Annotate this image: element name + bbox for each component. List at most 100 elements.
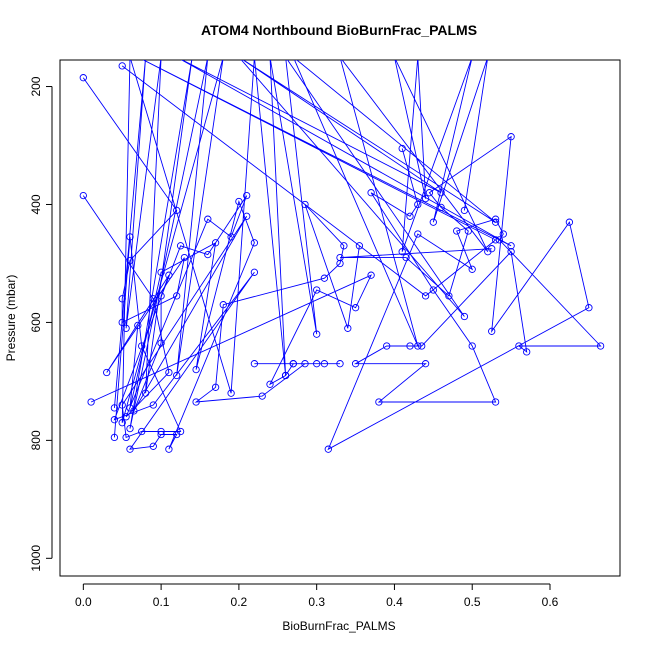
- plot-frame: [59, 59, 621, 577]
- x-axis-label: BioBurnFrac_PALMS: [282, 619, 395, 633]
- data-point: [301, 360, 309, 368]
- y-tick-label: 400: [29, 194, 43, 214]
- data-point: [266, 380, 274, 388]
- data-point: [118, 419, 126, 427]
- data-point: [149, 401, 157, 409]
- data-point: [110, 416, 119, 424]
- y-tick-label: 600: [29, 312, 43, 332]
- data-point: [375, 398, 383, 406]
- data-point: [126, 424, 134, 433]
- data-point: [421, 292, 430, 300]
- data-point: [122, 324, 130, 332]
- data-point: [523, 348, 531, 356]
- data-point: [336, 360, 344, 368]
- data-point: [192, 398, 200, 406]
- data-point: [437, 189, 445, 197]
- data-point: [118, 295, 126, 303]
- data-point: [219, 301, 227, 309]
- data-point: [157, 430, 165, 439]
- data-point: [141, 389, 150, 397]
- data-point: [418, 342, 426, 350]
- y-axis-label: Pressure (mbar): [4, 275, 18, 362]
- data-point: [126, 445, 134, 453]
- x-tick-label: 0.2: [231, 595, 248, 609]
- data-point: [173, 371, 181, 380]
- data-point: [351, 304, 360, 312]
- data-point: [488, 327, 496, 335]
- series-line: [327, 135, 602, 451]
- data-point: [110, 433, 119, 442]
- data-point: [468, 342, 476, 350]
- data-point: [289, 360, 297, 368]
- data-point: [320, 360, 329, 368]
- data-point: [460, 312, 469, 321]
- data-point: [421, 360, 430, 368]
- data-point: [507, 248, 515, 256]
- data-point: [468, 265, 476, 273]
- data-point: [313, 360, 321, 368]
- y-tick-label: 1000: [29, 545, 43, 572]
- data-point: [110, 404, 119, 412]
- data-point: [165, 368, 173, 377]
- data-point: [165, 271, 173, 279]
- data-point: [313, 330, 321, 338]
- data-point: [491, 236, 500, 244]
- data-point: [367, 271, 375, 279]
- x-tick-label: 0.5: [464, 595, 481, 609]
- data-point: [313, 286, 321, 294]
- data-point: [355, 242, 364, 250]
- data-point: [324, 445, 332, 453]
- data-point: [157, 339, 165, 347]
- data-point: [211, 239, 220, 247]
- data-point: [87, 398, 95, 406]
- x-tick-label: 0.0: [75, 595, 92, 609]
- data-point: [165, 445, 173, 453]
- data-point: [250, 360, 259, 368]
- data-point: [211, 383, 220, 391]
- data-point: [122, 413, 130, 421]
- data-point: [406, 212, 414, 220]
- y-tick-label: 200: [29, 76, 43, 96]
- x-axis: 0.0 0.1 0.2 0.3 0.4 0.5 0.6: [75, 583, 559, 609]
- data-point: [414, 230, 422, 238]
- data-point: [122, 433, 130, 442]
- data-point: [243, 191, 251, 200]
- data-point: [134, 321, 142, 330]
- data-point: [406, 342, 414, 350]
- data-point: [585, 304, 593, 312]
- series-line: [121, 60, 512, 347]
- x-tick-label: 0.6: [542, 595, 559, 609]
- data-point: [192, 365, 200, 374]
- x-tick-label: 0.1: [153, 595, 170, 609]
- series-line: [113, 60, 465, 429]
- data-point: [336, 253, 344, 262]
- data-point: [414, 342, 422, 350]
- data-point: [149, 442, 157, 450]
- data-point: [565, 218, 574, 226]
- data-point: [250, 239, 259, 247]
- data-point: [258, 392, 266, 400]
- data-point: [173, 430, 181, 439]
- data-point: [596, 342, 605, 350]
- data-point: [484, 248, 492, 256]
- data-point: [425, 189, 434, 197]
- data-point: [79, 191, 87, 200]
- data-point: [320, 274, 329, 282]
- data-point: [173, 292, 181, 300]
- data-point: [336, 259, 344, 268]
- data-point: [204, 250, 212, 259]
- data-point: [464, 227, 472, 235]
- y-tick-label: 800: [29, 430, 43, 450]
- y-axis: 200 400 600 800 1000: [29, 76, 53, 572]
- data-point: [281, 371, 290, 380]
- data-point: [429, 218, 437, 226]
- data-point: [507, 242, 515, 250]
- series-line: [82, 77, 248, 439]
- data-point: [383, 342, 391, 350]
- data-point: [491, 398, 500, 406]
- data-point: [421, 194, 430, 203]
- data-point: [351, 360, 360, 368]
- series-line: [82, 195, 255, 450]
- data-point: [402, 253, 410, 262]
